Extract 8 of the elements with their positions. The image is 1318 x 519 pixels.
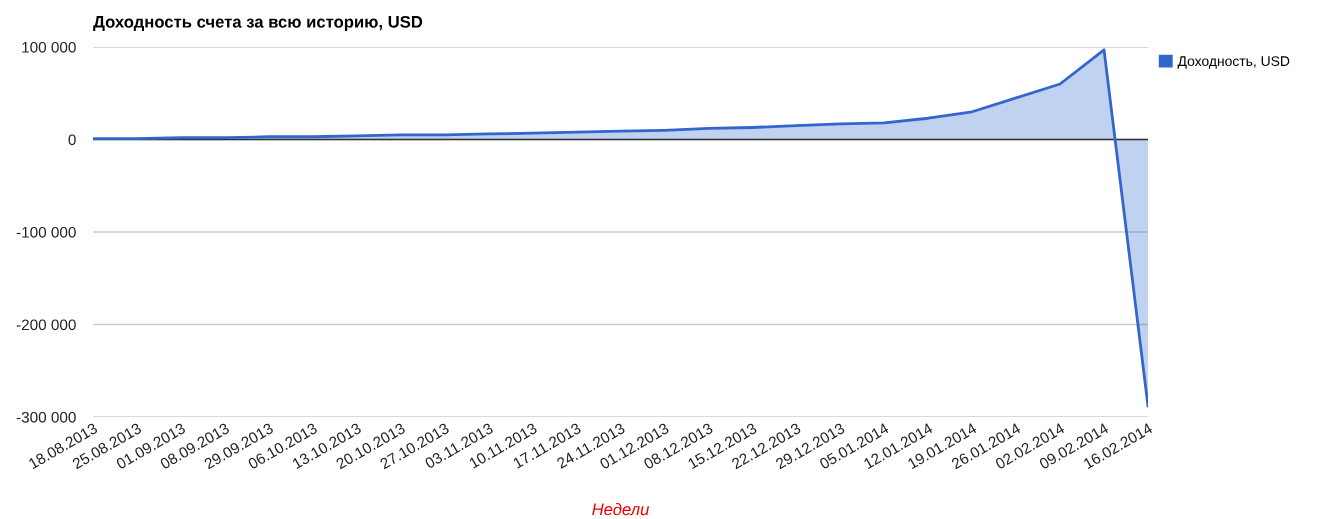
x-axis-title: Недели (592, 502, 650, 516)
y-tick-label: -100 000 (16, 226, 76, 238)
y-tick-label: -200 000 (16, 319, 76, 331)
legend-label: Доходность, USD (1177, 56, 1290, 69)
y-tick-label: 0 (68, 134, 76, 146)
chart-title: Доходность счета за всю историю, USD (93, 15, 423, 32)
y-tick-label: -300 000 (16, 411, 76, 423)
y-tick-label: 100 000 (22, 41, 76, 53)
